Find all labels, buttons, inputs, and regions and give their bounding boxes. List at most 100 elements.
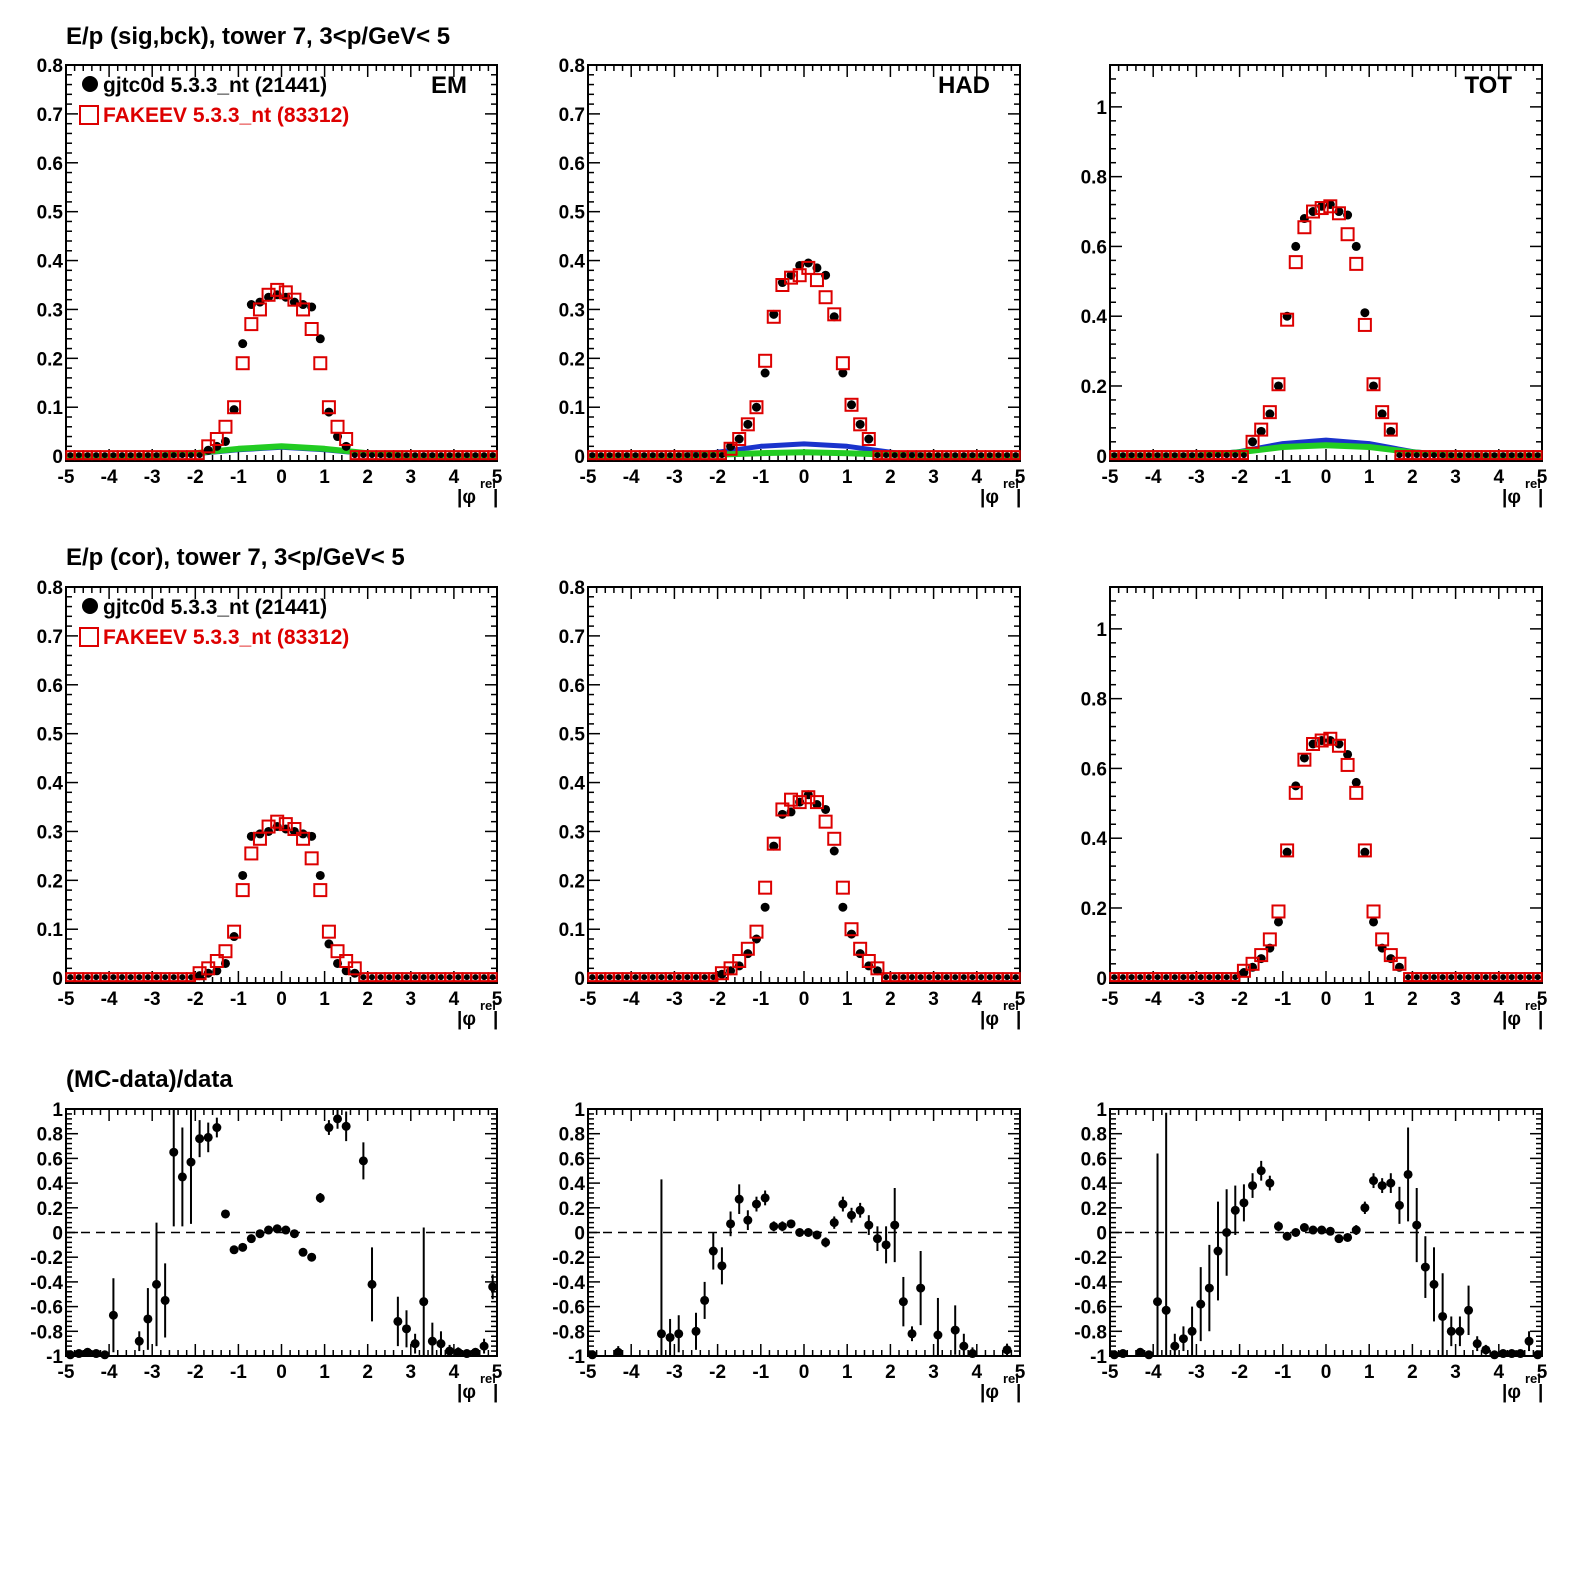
data-point-tail — [943, 452, 950, 459]
x-tick-label: 1 — [319, 467, 330, 488]
data-point-tail — [1215, 974, 1221, 981]
y-tick-label: 0 — [574, 447, 585, 468]
data-point — [881, 1240, 891, 1250]
mc-point — [1314, 733, 1329, 748]
data-point-tail — [1171, 452, 1178, 459]
data-point — [769, 1221, 779, 1231]
data-point-tail — [658, 974, 665, 981]
data-point — [195, 1134, 205, 1144]
x-tick-label: 4 — [972, 1362, 983, 1383]
x-tick-label: 1 — [842, 1362, 853, 1383]
data-point — [91, 1349, 101, 1359]
panel-tag-label: HAD — [938, 72, 990, 99]
y-tick-label: 0.3 — [559, 822, 585, 843]
data-point-tail — [891, 452, 898, 459]
data-point-tail — [119, 974, 126, 981]
mc-point — [1262, 405, 1277, 420]
x-tick-label: -2 — [709, 467, 726, 488]
data-point-tail — [934, 974, 941, 981]
data-point — [786, 1219, 796, 1229]
data-point-tail — [1004, 974, 1011, 981]
y-tick-label: 0.8 — [1081, 1125, 1107, 1146]
data-point-tail — [693, 452, 699, 459]
data-point — [169, 1147, 179, 1157]
data-point-tail — [1145, 452, 1152, 459]
mc-point — [1383, 948, 1398, 963]
mc-point — [818, 814, 833, 829]
mc-point-tail — [1010, 972, 1021, 983]
data-point-tail — [67, 452, 74, 459]
data-point — [898, 1297, 908, 1307]
data-point-tail — [969, 974, 976, 981]
data-point-tail — [986, 452, 993, 459]
x-tick-label: 3 — [406, 1362, 417, 1383]
mc-point — [244, 846, 259, 861]
x-tick-label: 3 — [928, 467, 939, 488]
mc-point — [209, 954, 224, 968]
data-point-tail — [1111, 974, 1118, 981]
data-point — [665, 1332, 675, 1342]
x-axis-label-superscript: rel — [1525, 998, 1541, 1013]
data-point — [743, 419, 753, 429]
data-point-tail — [481, 452, 488, 459]
mc-point — [1349, 785, 1364, 800]
data-point-tail — [351, 452, 358, 459]
mc-point — [1357, 843, 1372, 858]
data-point — [160, 1295, 170, 1305]
data-point — [847, 1210, 857, 1220]
data-point — [134, 1336, 144, 1346]
data-point — [1507, 1349, 1517, 1359]
data-point — [358, 1156, 368, 1166]
y-tick-label: 0.7 — [37, 627, 63, 648]
y-tick-label: 0.2 — [559, 1199, 585, 1220]
data-point-tail — [136, 452, 143, 459]
x-axis-label-close: | — [1538, 1009, 1543, 1030]
data-point-tail — [153, 452, 160, 459]
data-point — [1334, 1234, 1344, 1244]
data-point — [264, 1225, 274, 1235]
data-point — [708, 1246, 718, 1256]
x-axis-label: |φ — [980, 487, 999, 508]
data-point-tail — [952, 974, 959, 981]
data-point — [1360, 847, 1370, 857]
y-tick-label: 0.8 — [559, 578, 585, 599]
mc-point — [192, 966, 207, 981]
mc-point — [1262, 932, 1277, 947]
mc-point — [296, 302, 311, 317]
x-tick-label: -3 — [666, 989, 683, 1010]
mc-point — [1340, 227, 1355, 242]
mc-point — [775, 802, 790, 817]
data-point-tail — [394, 452, 401, 459]
mc-point — [1331, 206, 1346, 221]
y-tick-label: 0.8 — [37, 578, 63, 599]
data-point-tail — [917, 452, 924, 459]
data-point — [1204, 1283, 1214, 1293]
y-tick-label: -0.2 — [1074, 1248, 1107, 1269]
data-point-tail — [412, 452, 419, 459]
y-tick-label: 0.5 — [559, 725, 586, 746]
data-point-tail — [1232, 974, 1239, 981]
data-point — [838, 368, 848, 378]
data-point-tail — [589, 974, 596, 981]
x-axis-label-superscript: rel — [480, 1371, 496, 1386]
data-point-tail — [1128, 974, 1135, 981]
data-point — [1213, 1246, 1223, 1256]
x-tick-label: 1 — [842, 989, 853, 1010]
data-point-tail — [883, 974, 890, 981]
x-tick-label: 2 — [885, 989, 896, 1010]
x-tick-label: -1 — [752, 467, 769, 488]
legend-data-label: gjtc0d 5.3.3_nt (21441) — [103, 596, 327, 619]
data-point-tail — [394, 974, 401, 981]
data-point — [65, 1350, 75, 1360]
y-tick-label: 0.2 — [37, 871, 63, 892]
data-point — [890, 1220, 900, 1230]
data-point — [1446, 1326, 1456, 1336]
data-point-tail — [1180, 974, 1187, 981]
mc-point — [740, 417, 755, 432]
data-point-tail — [1534, 452, 1541, 459]
x-axis-label: |φ — [457, 1382, 476, 1403]
y-tick-label: -0.4 — [552, 1273, 585, 1294]
x-tick-label: 0 — [1321, 1362, 1332, 1383]
data-point — [1325, 1226, 1335, 1236]
y-tick-label: 0 — [574, 1224, 585, 1245]
